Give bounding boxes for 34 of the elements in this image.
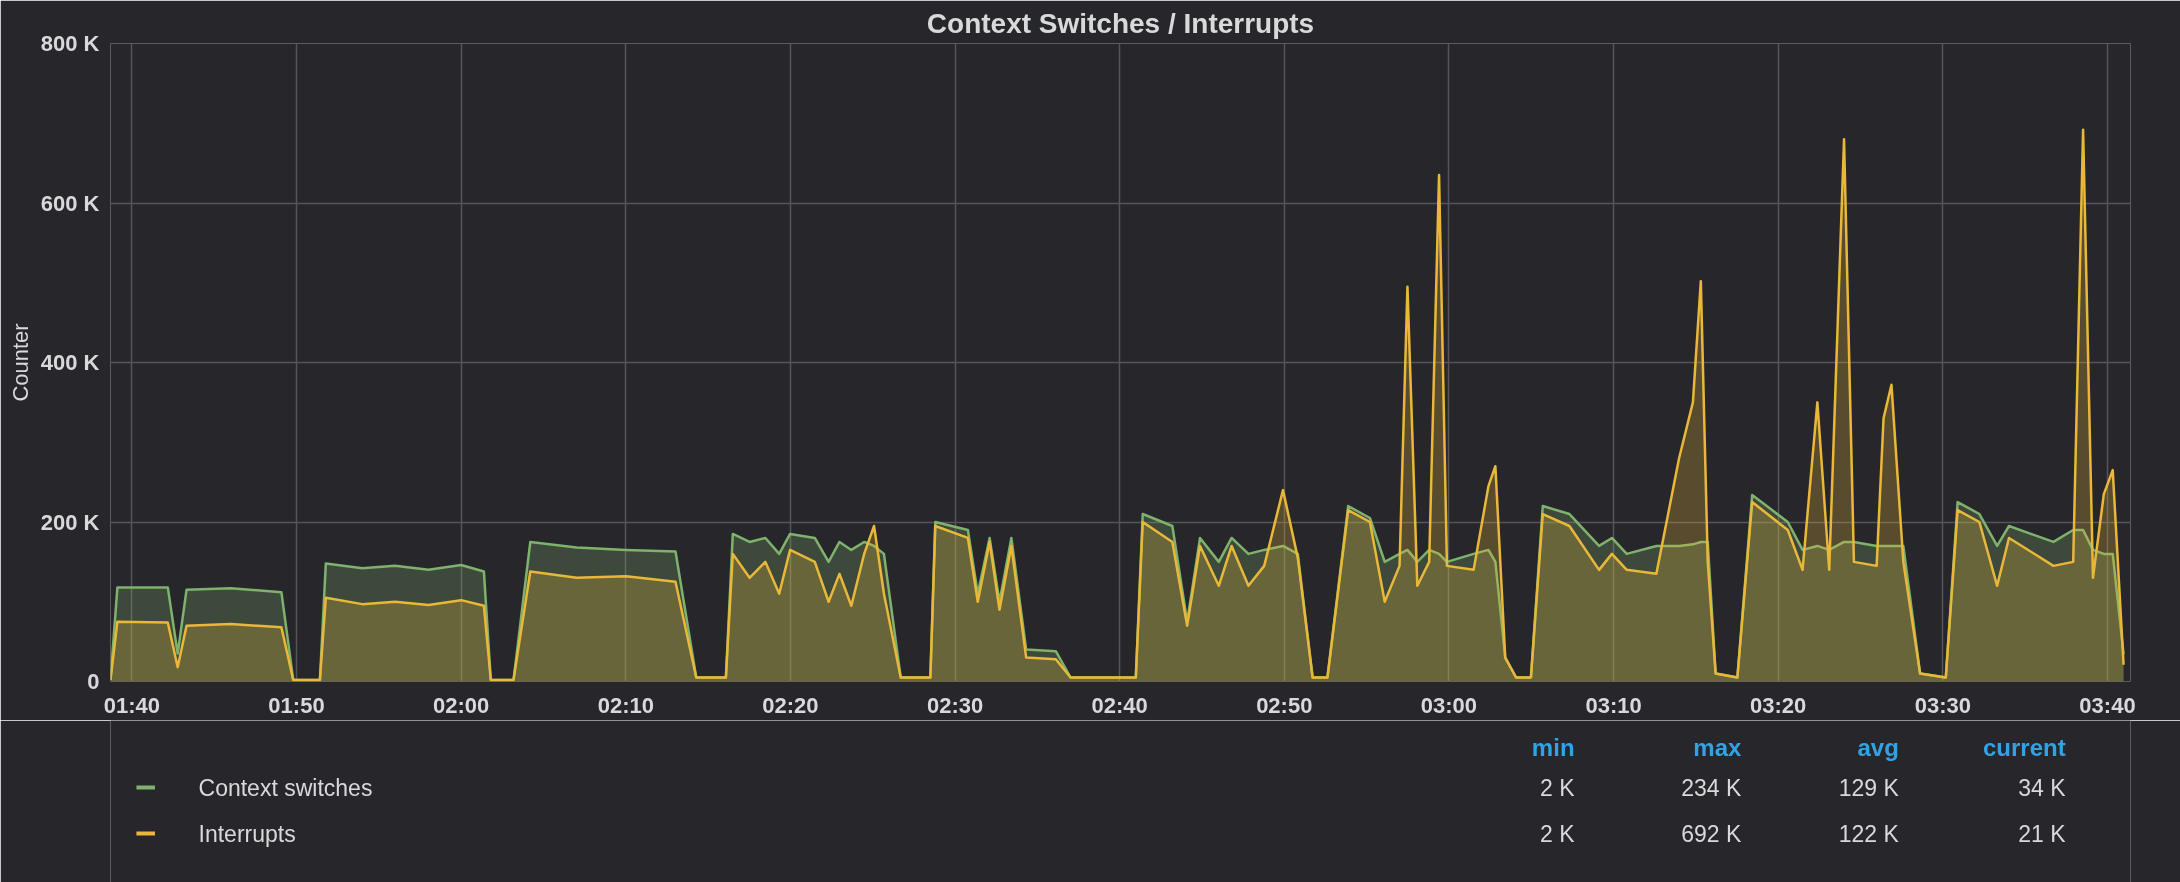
x-tick-label: 02:30: [926, 692, 984, 718]
x-tick-label: 01:40: [103, 692, 161, 718]
text: 2 K: [1540, 820, 1576, 847]
text: 692 K: [1681, 820, 1742, 847]
text: 21 K: [2018, 820, 2067, 847]
legend-label: Context switches: [198, 774, 373, 801]
text: 34 K: [2018, 774, 2067, 801]
text: 2 K: [1540, 774, 1576, 801]
x-tick-label: 03:20: [1750, 692, 1807, 718]
text: 129 K: [1838, 774, 1900, 801]
x-tick-label: 02:40: [1091, 692, 1148, 718]
x-tick-label: 02:00: [433, 692, 490, 718]
text: 122 K: [1838, 820, 1900, 847]
y-tick-label: 0: [87, 669, 100, 694]
chart-title: Context Switches / Interrupts: [926, 7, 1315, 39]
x-tick-label: 02:50: [1256, 692, 1313, 718]
x-tick-label: 03:10: [1585, 692, 1642, 718]
y-tick-label: 400 K: [40, 350, 100, 375]
text: current: [1982, 734, 2066, 761]
y-tick-label: 800 K: [40, 31, 100, 56]
y-tick-label: 600 K: [40, 190, 100, 216]
x-tick-label: 02:10: [597, 692, 654, 718]
y-tick-label: 200 K: [40, 509, 100, 535]
x-tick-label: 03:30: [1914, 692, 1971, 718]
x-tick-label: 01:50: [268, 692, 325, 718]
text: avg: [1857, 734, 1899, 761]
y-axis-title: Counter: [7, 323, 33, 402]
x-tick-label: 03:40: [2079, 692, 2136, 718]
text: 234 K: [1681, 774, 1742, 801]
legend-label: Interrupts: [198, 820, 296, 847]
text: min: [1531, 734, 1575, 761]
x-tick-label: 02:20: [762, 692, 819, 718]
x-tick-label: 03:00: [1420, 692, 1478, 718]
text: max: [1693, 734, 1742, 761]
